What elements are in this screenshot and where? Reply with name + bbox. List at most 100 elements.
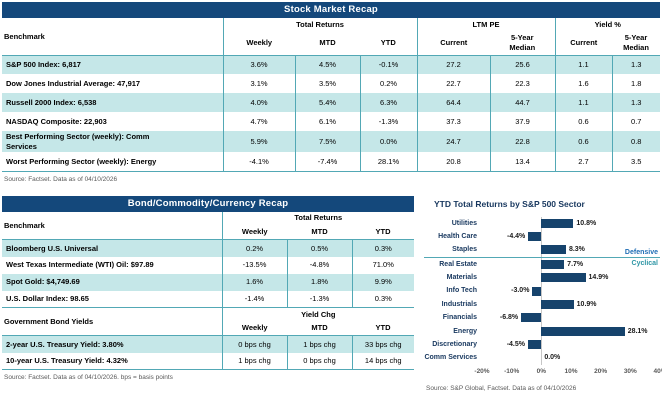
sector-group-divider: Defensive Cyclical xyxy=(424,249,660,267)
benchmark-label: Russell 2000 Index: 6,538 xyxy=(6,97,97,107)
stock-market-recap-section: Stock Market Recap Benchmark Total Retur… xyxy=(2,2,661,184)
value-label: 7.7% xyxy=(567,260,584,268)
bond-table-source: Source: Factset. Data as of 04/10/2026. … xyxy=(4,374,173,381)
bar xyxy=(527,340,542,350)
cell-value: 25.6 xyxy=(489,55,556,74)
cell-value: -0.1% xyxy=(359,55,417,74)
stock-table-body: S&P 500 Index: 6,817 3.6% 4.5% -0.1% 27.2 25.… xyxy=(2,55,661,171)
bar xyxy=(528,232,542,242)
chart-plot-area: Utilities 10.8% Health Care -4.4% Staples 8.3… xyxy=(424,216,660,365)
table-row: Bloomberg U.S. Universal 0.2% 0.5% 0.3% xyxy=(2,239,415,257)
cell-value: 5.4% xyxy=(294,93,360,112)
column-header: MTD xyxy=(287,224,352,240)
chart-bar-row: Health Care -4.4% xyxy=(424,230,660,243)
bond-commodity-currency-table: Benchmark Total Returns Weekly MTD YTD Bloomb… xyxy=(2,211,415,370)
table-row: S&P 500 Index: 6,817 3.6% 4.5% -0.1% 27.2 25.… xyxy=(2,55,661,74)
benchmark-label: Worst Performing Sector (weekly): Energy xyxy=(6,156,157,166)
bar-plot: 28.1% xyxy=(482,325,660,338)
cell-value: 5.9% xyxy=(222,131,295,152)
cyclical-group-label: Cyclical xyxy=(631,259,658,267)
chart-bar-row: Industrials 10.9% xyxy=(424,298,660,311)
bar xyxy=(541,300,574,310)
cell-value: 0.2% xyxy=(359,74,417,93)
cell-value: 24.7 xyxy=(416,131,490,152)
value-label: 10.8% xyxy=(576,219,597,227)
pe-current-column-header: Current xyxy=(416,31,490,56)
category-label: Staples xyxy=(452,246,477,254)
cell-value: 22.8 xyxy=(489,131,556,152)
cell-value: 28.1% xyxy=(359,152,417,171)
axis-tick-label: 0% xyxy=(536,367,547,375)
category-label: Industrials xyxy=(441,300,477,308)
bar xyxy=(541,245,566,255)
bar xyxy=(541,273,586,283)
cell-value: 3.5% xyxy=(294,74,360,93)
bar xyxy=(541,218,574,228)
bar xyxy=(521,313,542,323)
chart-bar-row: Comm Services 0.0% xyxy=(424,351,660,364)
cell-value: -1.3% xyxy=(286,290,352,308)
column-header: Weekly xyxy=(221,224,287,240)
table-row: Best Performing Sector (weekly): Comm Se… xyxy=(2,131,661,152)
cell-value: 3.1% xyxy=(222,74,295,93)
axis-tick-label: 30% xyxy=(623,367,637,375)
category-label: Comm Services xyxy=(424,354,477,362)
cell-value: 37.3 xyxy=(416,112,490,131)
table-row: West Texas Intermediate (WTI) Oil: $97.8… xyxy=(2,256,415,274)
subheader-row: Weekly MTD YTD xyxy=(2,320,415,336)
group-header-row: Benchmark Total Returns LTM PE Yield % xyxy=(2,18,661,56)
stock-table-title: Stock Market Recap xyxy=(2,2,660,18)
yield-median-column-header: 5-Year Median xyxy=(612,31,661,56)
subheader-row: Weekly MTD YTD Current 5-Year Median Cur… xyxy=(2,31,661,56)
benchmark-label: 10-year U.S. Treasury Yield: 4.32% xyxy=(6,356,128,365)
ltm-pe-group-header: LTM PE xyxy=(416,18,556,31)
stock-table-source: Source: Factset. Data as of 04/10/2026 xyxy=(4,175,118,183)
value-label: -3.0% xyxy=(511,287,530,295)
bar-plot: 10.8% xyxy=(482,217,660,230)
bar-plot: 14.9% xyxy=(482,271,660,284)
value-label: 8.3% xyxy=(568,246,585,254)
chart-source: Source: S&P Global, Factset. Data as of … xyxy=(426,384,577,392)
table-row: Russell 2000 Index: 6,538 4.0% 5.4% 6.3% 64.… xyxy=(2,93,661,112)
bar-plot: 8.3% xyxy=(482,243,660,256)
cell-value: 2.7 xyxy=(554,152,613,171)
cell-value: 64.4 xyxy=(416,93,490,112)
stock-market-table: Benchmark Total Returns LTM PE Yield % W… xyxy=(2,18,661,172)
table-row: Dow Jones Industrial Average: 47,917 3.1%… xyxy=(2,74,661,93)
value-label: -6.8% xyxy=(499,314,519,322)
cell-value: -7.4% xyxy=(294,152,360,171)
cell-value: 3.6% xyxy=(222,55,295,74)
zero-axis-line xyxy=(541,216,543,365)
category-label: Discretionary xyxy=(432,341,477,349)
table-row: NASDAQ Composite: 22,903 4.7% 6.1% -1.3% 37.… xyxy=(2,112,661,131)
benchmark-label: Spot Gold: $4,749.69 xyxy=(6,277,80,287)
cell-value: 0.8 xyxy=(611,131,661,152)
benchmark-column-header: Benchmark xyxy=(2,18,223,56)
cell-value: 14 bps chg xyxy=(351,352,415,370)
cell-value: 4.7% xyxy=(222,112,295,131)
cell-value: 0.2% xyxy=(221,239,287,257)
bar-plot: -4.5% xyxy=(482,338,660,351)
cell-value: 9.9% xyxy=(351,273,415,291)
category-label: Utilities xyxy=(451,219,477,227)
value-label: 14.9% xyxy=(588,274,609,282)
cell-value: -4.1% xyxy=(222,152,295,171)
benchmark-label: U.S. Dollar Index: 98.65 xyxy=(6,294,89,303)
chart-bar-row: Info Tech -3.0% xyxy=(424,284,660,297)
axis-tick-label: -20% xyxy=(474,367,490,375)
ytd-column-header: YTD xyxy=(360,31,417,56)
benchmark-label: NASDAQ Composite: 22,903 xyxy=(6,116,107,126)
bar-plot: 7.7% xyxy=(482,258,660,271)
yield-current-column-header: Current xyxy=(554,31,613,56)
bond-table-title: Bond/Commodity/Currency Recap xyxy=(2,195,414,212)
section-header-label: Benchmark xyxy=(2,211,222,240)
bar-plot: -3.0% xyxy=(482,284,660,297)
cell-value: 0.6 xyxy=(554,131,613,152)
cell-value: 22.3 xyxy=(489,74,556,93)
column-header: YTD xyxy=(352,320,415,336)
cell-value: 0.6 xyxy=(554,112,613,131)
category-label: Health Care xyxy=(438,232,477,240)
cell-value: 1.8 xyxy=(611,74,661,93)
axis-tick-label: 40% xyxy=(653,367,662,375)
